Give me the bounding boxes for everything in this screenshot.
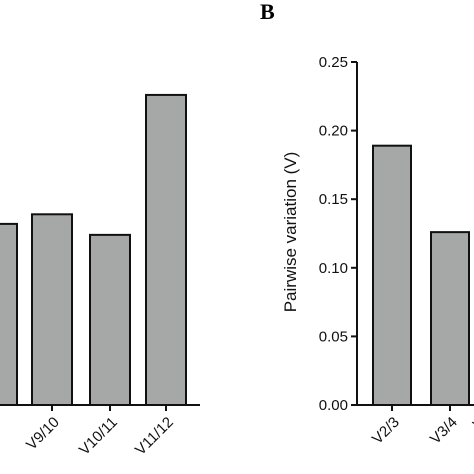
- panel-a-x-tick-label: V9/10: [23, 414, 63, 454]
- panel-b-y-tick-label: 0.00: [319, 397, 348, 414]
- panel-b-x-tick-label: V2/3: [369, 414, 403, 448]
- panel-b-y-tick-label: 0.10: [319, 260, 348, 277]
- panel-b-y-tick-label: 0.05: [319, 328, 348, 345]
- panel-a-bar: [145, 93, 187, 406]
- panel-a-x-tick-label: V10/11: [76, 414, 121, 459]
- panel-b-y-tick-label: 0.20: [319, 123, 348, 140]
- panel-a-bar: [89, 233, 131, 406]
- panel-b-bar: [430, 231, 470, 406]
- panel-a-bar: [31, 213, 73, 406]
- panel-b-x-tick-label: V: [470, 414, 474, 433]
- panel-a: V9/10 V10/11 V11/12: [0, 93, 200, 459]
- panel-b: B Pairwise variation (V) 0.00 0.05 0.10 0.1…: [260, 0, 474, 448]
- panel-b-x-tick-label: V3/4: [427, 414, 461, 448]
- panel-b-y-tick-label: 0.15: [319, 191, 348, 208]
- panel-b-bar: [372, 144, 412, 407]
- panel-a-x-tick-label: V11/12: [132, 414, 177, 459]
- panel-a-bar: [0, 222, 18, 406]
- panel-b-letter: B: [260, 0, 275, 24]
- panel-b-y-tick-label: 0.25: [319, 54, 348, 71]
- panel-b-y-axis-title: Pairwise variation (V): [281, 152, 300, 313]
